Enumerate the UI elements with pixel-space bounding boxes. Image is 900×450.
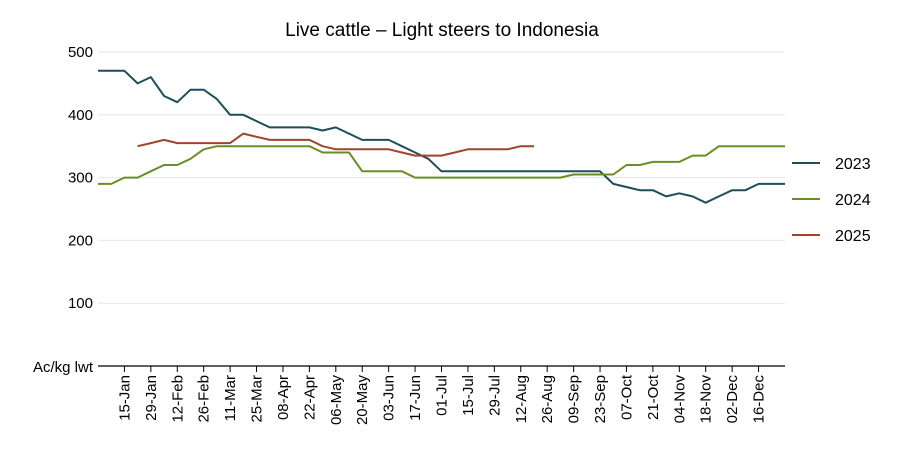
x-tick-label: 21-Oct xyxy=(645,374,662,420)
x-tick-label: 11-Mar xyxy=(222,375,239,421)
x-tick-label: 22-Apr xyxy=(301,375,318,420)
x-tick-label: 18-Nov xyxy=(698,375,715,424)
legend-label-2025: 2025 xyxy=(835,228,871,245)
y-tick-label: 200 xyxy=(68,232,93,249)
x-axis: 15-Jan 29-Jan 12-Feb 26-Feb 11-Mar 25-Mar 08-A… xyxy=(98,365,785,426)
x-tick-label: 25-Mar xyxy=(249,375,266,423)
series-line-2024 xyxy=(98,145,785,185)
x-tick-label: 26-Aug xyxy=(539,375,556,423)
x-tick-label: 06-May xyxy=(328,375,345,426)
x-tick-label: 12-Feb xyxy=(169,375,186,423)
x-tick-label: 17-Jun xyxy=(407,375,424,421)
x-tick-label: 07-Oct xyxy=(618,374,635,420)
legend: 2023 2024 2025 xyxy=(792,156,871,245)
series-line-2023 xyxy=(98,69,785,204)
legend-label-2024: 2024 xyxy=(835,192,871,209)
series-line-2025 xyxy=(137,132,534,157)
y-axis-unit-label: Ac/kg lwt xyxy=(33,359,94,376)
y-tick-label: 400 xyxy=(68,107,93,124)
series-lines xyxy=(98,69,785,204)
x-tick-label: 15-Jul xyxy=(460,375,477,416)
x-tick-label: 08-Apr xyxy=(275,375,292,420)
y-tick-label: 100 xyxy=(68,295,93,312)
x-tick-label: 20-May xyxy=(354,375,371,426)
y-tick-label: 300 xyxy=(68,170,93,187)
y-tick-label: 500 xyxy=(68,44,93,61)
x-tick-label: 16-Dec xyxy=(751,375,768,424)
x-tick-label: 26-Feb xyxy=(196,375,213,423)
x-tick-label: 29-Jul xyxy=(486,375,503,416)
x-tick-label: 02-Dec xyxy=(724,375,741,424)
y-axis: 100 200 300 400 500 xyxy=(68,44,93,312)
x-tick-label: 03-Jun xyxy=(381,375,398,421)
x-tick-label: 04-Nov xyxy=(671,375,688,424)
x-tick-label: 09-Sep xyxy=(566,375,583,423)
chart-title: Live cattle – Light steers to Indonesia xyxy=(285,20,599,41)
legend-label-2023: 2023 xyxy=(835,156,871,173)
x-tick-label: 12-Aug xyxy=(513,375,530,423)
x-tick-label: 29-Jan xyxy=(143,375,160,421)
x-tick-label: 15-Jan xyxy=(116,375,133,421)
x-tick-label: 01-Jul xyxy=(434,375,451,416)
x-tick-label: 23-Sep xyxy=(592,375,609,423)
